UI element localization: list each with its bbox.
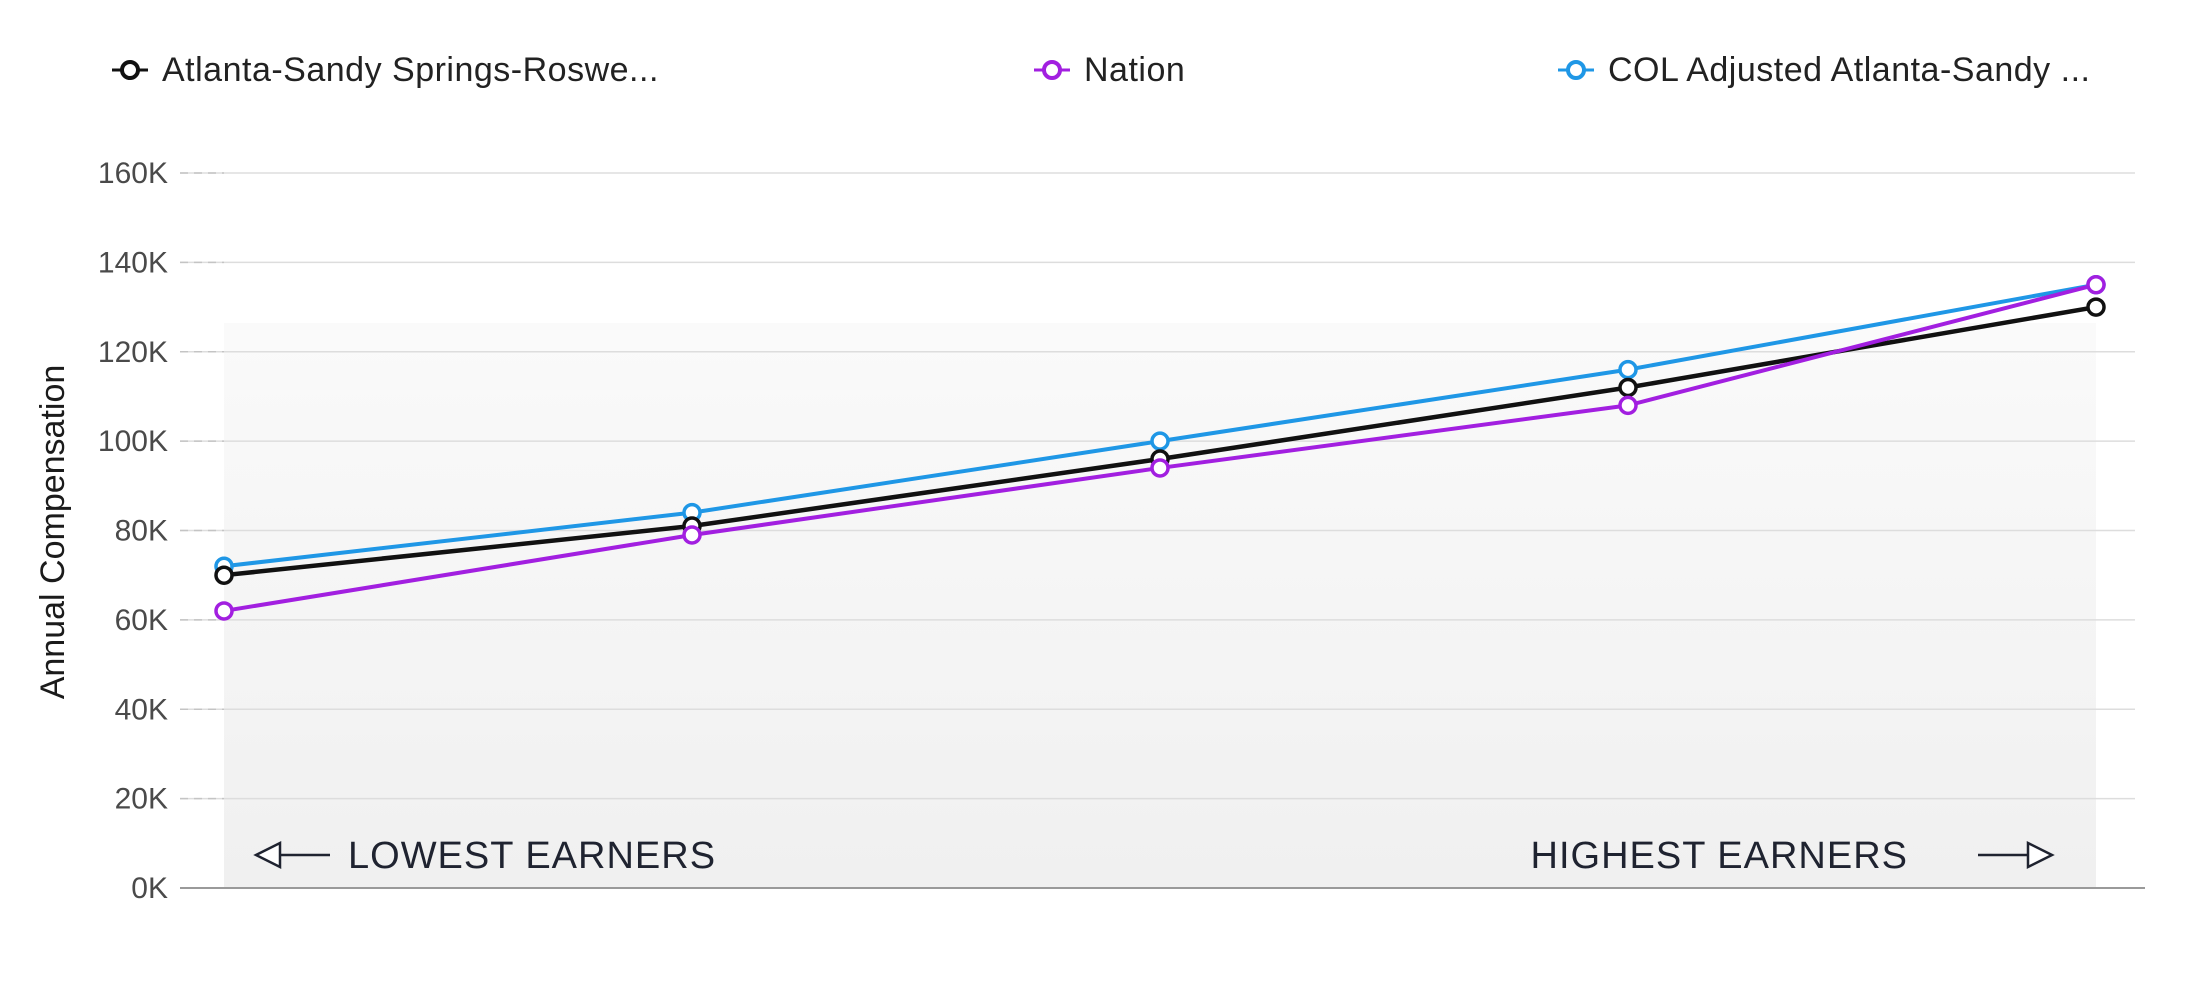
legend-marker-col-adjusted-icon xyxy=(1558,60,1594,80)
gridlines xyxy=(180,172,2135,800)
highest-earners-label: HIGHEST EARNERS xyxy=(1531,835,1908,877)
plot-area-shading xyxy=(224,323,2096,888)
lowest-earners-annotation: LOWEST EARNERS xyxy=(253,835,716,877)
legend-label-atlanta: Atlanta-Sandy Springs-Roswe... xyxy=(162,50,659,89)
legend-label-col-adjusted: COL Adjusted Atlanta-Sandy ... xyxy=(1608,50,2091,89)
y-axis-title: Annual Compensation xyxy=(34,365,72,700)
y-tick-label: 160K xyxy=(98,157,168,190)
arrow-left-icon xyxy=(253,840,330,870)
y-axis-ticks: 0K 20K 40K 60K 80K 100K 120K 140K 160K xyxy=(98,157,168,905)
y-tick-label: 60K xyxy=(115,604,168,637)
data-point[interactable] xyxy=(2086,274,2106,295)
data-point[interactable] xyxy=(682,525,702,545)
series-lines xyxy=(214,274,2106,621)
data-point[interactable] xyxy=(1150,458,1170,478)
legend-item-col-adjusted[interactable]: COL Adjusted Atlanta-Sandy ... xyxy=(1556,38,2090,102)
legend-item-atlanta[interactable]: Atlanta-Sandy Springs-Roswe... xyxy=(110,38,659,102)
y-tick-label: 100K xyxy=(98,425,168,458)
data-point[interactable] xyxy=(1618,377,1638,398)
chart-legend: Atlanta-Sandy Springs-Roswe... Nation CO… xyxy=(0,38,2195,102)
legend-marker-atlanta-icon xyxy=(112,60,148,80)
data-point[interactable] xyxy=(1618,359,1638,380)
lowest-earners-label: LOWEST EARNERS xyxy=(348,835,716,877)
legend-item-nation[interactable]: Nation xyxy=(1032,38,1185,102)
legend-marker-nation-icon xyxy=(1034,60,1070,80)
arrow-right-icon xyxy=(1978,840,2055,870)
legend-label-nation: Nation xyxy=(1084,50,1186,89)
y-tick-label: 0K xyxy=(131,872,168,905)
data-point[interactable] xyxy=(214,565,234,585)
highest-earners-annotation: HIGHEST EARNERS xyxy=(1531,835,2055,877)
y-tick-label: 120K xyxy=(98,336,168,369)
y-tick-label: 80K xyxy=(115,515,168,548)
data-point[interactable] xyxy=(2086,297,2106,317)
data-point[interactable] xyxy=(1618,395,1638,416)
plot-background xyxy=(224,323,2096,888)
y-tick-label: 140K xyxy=(98,246,168,279)
y-tick-label: 20K xyxy=(115,783,168,816)
y-tick-label: 40K xyxy=(115,693,168,726)
data-point[interactable] xyxy=(214,601,234,621)
data-point[interactable] xyxy=(1150,431,1170,451)
